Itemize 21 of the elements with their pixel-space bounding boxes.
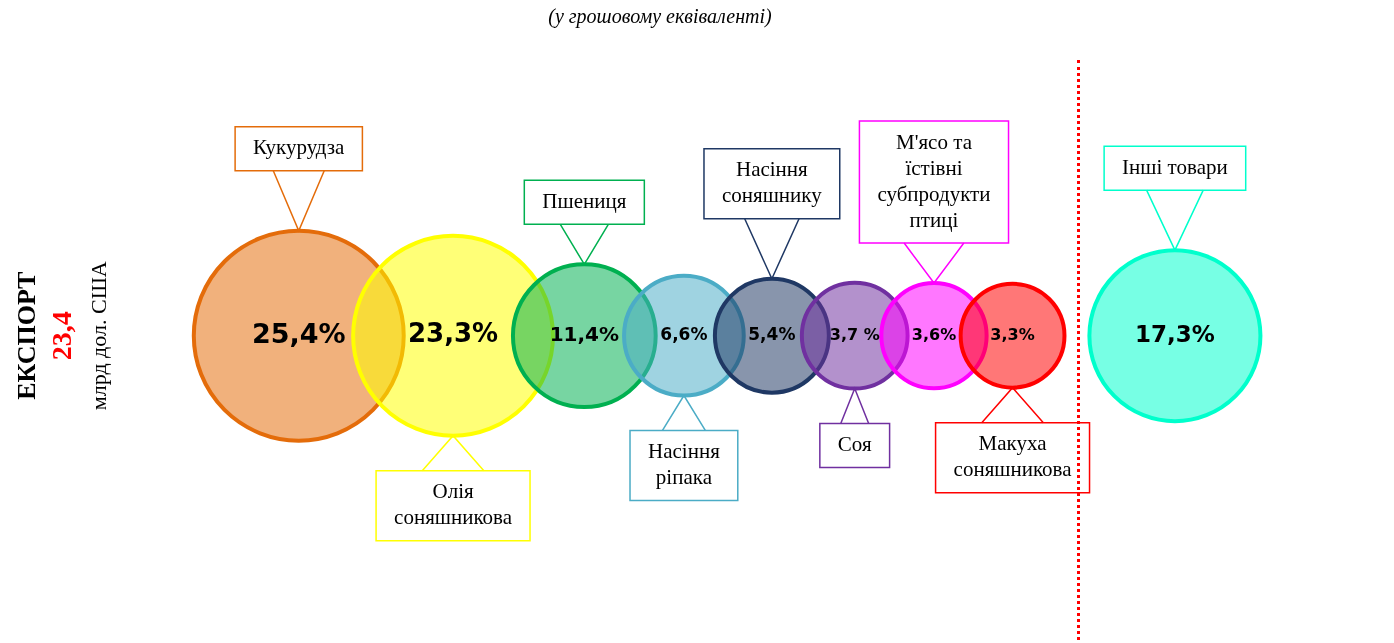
category-label: Пшениця (542, 188, 627, 213)
category-label: Насіння ріпака (648, 439, 721, 490)
text: млрд дол. США (85, 261, 111, 411)
text: 23,4 (46, 311, 78, 361)
category-label: М'ясо та їстівні субпродукти птиці (877, 129, 991, 232)
text: (у грошовому еквіваленті) (548, 5, 773, 29)
data-label: 23,3% (407, 318, 499, 349)
data-label: 5,4% (748, 324, 796, 345)
data-label: 3,7 % (829, 324, 880, 344)
category-label: Олія соняшникова (394, 479, 513, 530)
category-label: Соя (837, 432, 872, 457)
category-label: Насіння соняшнику (721, 157, 823, 208)
data-label: 17,3% (1135, 320, 1215, 347)
data-label: 3,3% (990, 324, 1035, 344)
text: ЕКСПОРТ (11, 271, 41, 400)
category-label: Кукурудза (253, 135, 346, 160)
data-label: 6,6% (660, 324, 708, 345)
data-label: 25,4% (251, 317, 346, 349)
category-label: Інші товари (1122, 154, 1228, 179)
category-label: Макуха соняшникова (953, 431, 1073, 482)
data-label: 3,6% (911, 324, 957, 344)
